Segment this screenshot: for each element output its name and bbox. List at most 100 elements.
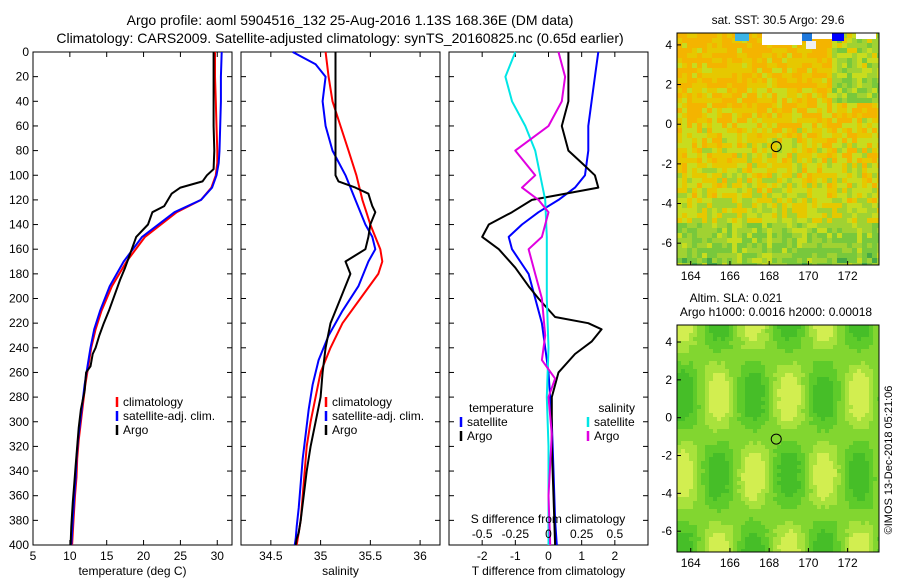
map-cell	[862, 103, 868, 109]
map-cell	[757, 183, 763, 189]
map-cell	[869, 497, 874, 502]
map-cell	[729, 373, 734, 378]
map-cell	[829, 449, 834, 454]
map-cell	[681, 405, 686, 410]
map-cell	[712, 113, 718, 119]
map-cell	[813, 337, 818, 342]
map-cell	[813, 353, 818, 358]
map-cell	[742, 208, 748, 214]
map-cell	[809, 341, 814, 346]
map-cell	[822, 228, 828, 234]
map-cell	[762, 168, 768, 174]
map-cell	[685, 493, 690, 498]
map-cell	[753, 533, 758, 538]
map-cell	[762, 133, 768, 139]
map-cell	[737, 58, 743, 64]
map-cell	[717, 457, 722, 462]
map-cell	[789, 517, 794, 522]
map-cell	[721, 453, 726, 458]
y-tick-label: 380	[9, 513, 29, 527]
map-cell	[685, 425, 690, 430]
map-cell	[833, 353, 838, 358]
map-cell	[749, 477, 754, 482]
map-cell	[833, 445, 838, 450]
map-cell	[873, 421, 878, 426]
map-cell	[717, 238, 723, 244]
map-cell	[777, 43, 783, 49]
map-cell	[829, 509, 834, 514]
map-cell	[849, 453, 854, 458]
map-cell	[677, 228, 683, 234]
map-cell	[682, 148, 688, 154]
map-cell	[737, 373, 742, 378]
map-cell	[837, 513, 842, 518]
map-cell	[697, 103, 703, 109]
map-cell	[792, 148, 798, 154]
map-cell	[689, 493, 694, 498]
map-cell	[681, 481, 686, 486]
map-cell	[847, 118, 853, 124]
map-cell	[817, 118, 823, 124]
map-cell	[797, 393, 802, 398]
map-cell	[862, 63, 868, 69]
map-cell	[685, 453, 690, 458]
map-cell	[701, 389, 706, 394]
map-cell	[873, 413, 878, 418]
map-cell	[853, 453, 858, 458]
map-cell	[709, 461, 714, 466]
map-cell	[752, 223, 758, 229]
map-cell	[822, 248, 828, 254]
map-cell	[702, 153, 708, 159]
map-cell	[865, 445, 870, 450]
map-cell	[707, 118, 713, 124]
map-cell	[861, 513, 866, 518]
map-cell	[717, 248, 723, 254]
map-cell	[677, 377, 682, 382]
map-cell	[832, 218, 838, 224]
map-cell	[865, 465, 870, 470]
map-cell	[709, 433, 714, 438]
map-cell	[705, 537, 710, 542]
map-cell	[767, 143, 773, 149]
map-cell	[827, 188, 833, 194]
map-cell	[677, 477, 682, 482]
map-cell	[677, 258, 683, 264]
map-cell	[833, 505, 838, 510]
map-cell	[749, 333, 754, 338]
map-cell	[677, 437, 682, 442]
map-cell	[842, 143, 848, 149]
map-cell	[837, 477, 842, 482]
map-cell	[767, 68, 773, 74]
map-cell	[793, 481, 798, 486]
map-cell	[849, 385, 854, 390]
map-cell	[705, 429, 710, 434]
map-cell	[872, 68, 878, 74]
map-cell	[692, 73, 698, 79]
map-cell	[857, 393, 862, 398]
map-cell	[807, 248, 813, 254]
map-cell	[845, 409, 850, 414]
map-cell	[789, 429, 794, 434]
map-cell	[797, 493, 802, 498]
map-cell	[749, 465, 754, 470]
map-cell	[733, 493, 738, 498]
map-cell	[777, 48, 783, 54]
map-cell	[853, 505, 858, 510]
map-cell	[821, 349, 826, 354]
map-cell	[737, 477, 742, 482]
map-cell	[733, 373, 738, 378]
map-cell	[692, 198, 698, 204]
map-cell	[805, 445, 810, 450]
map-cell	[729, 401, 734, 406]
map-cell	[841, 401, 846, 406]
map-cell	[781, 389, 786, 394]
map-cell	[809, 529, 814, 534]
map-cell	[801, 481, 806, 486]
map-cell	[787, 193, 793, 199]
map-cell	[842, 63, 848, 69]
map-cell	[847, 258, 853, 264]
map-cell	[857, 509, 862, 514]
map-cell	[729, 329, 734, 334]
map-cell	[812, 238, 818, 244]
